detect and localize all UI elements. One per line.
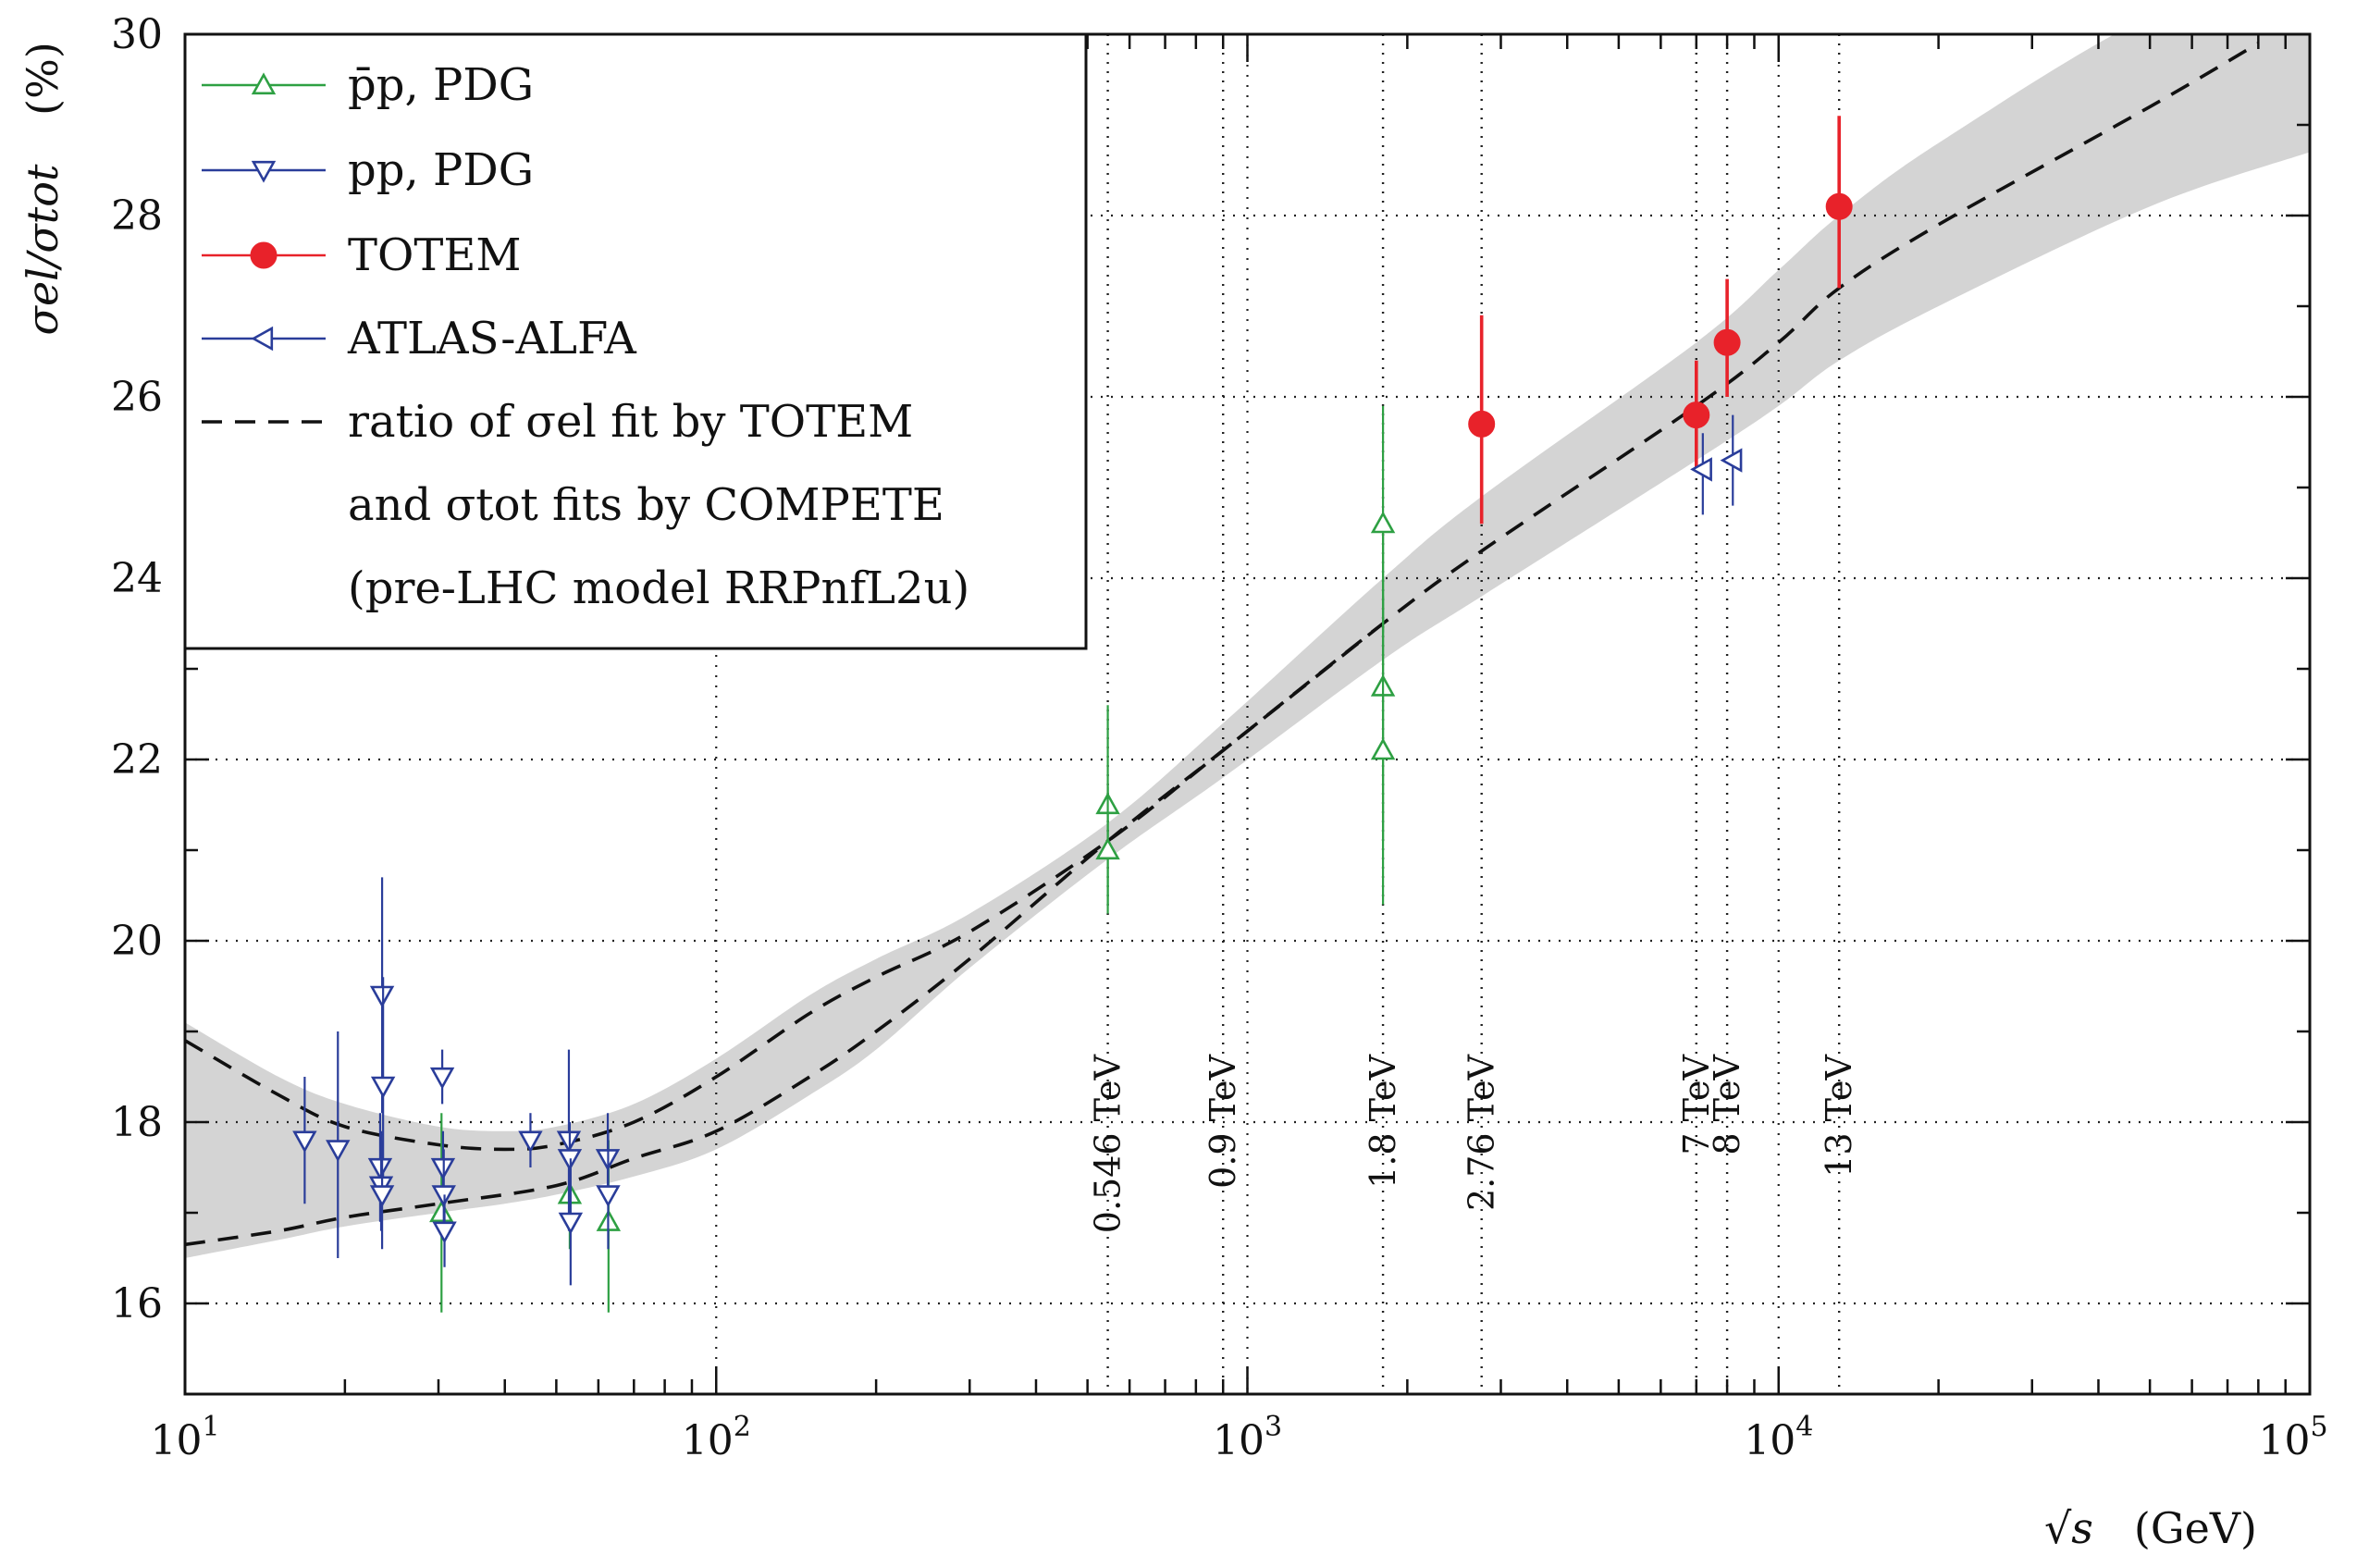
y-tick-label: 18 <box>111 1099 163 1146</box>
x-tick-label: 103 <box>1213 1411 1282 1464</box>
data-point <box>251 326 274 352</box>
data-point <box>429 1067 455 1090</box>
data-point <box>369 1185 395 1208</box>
data-point <box>1468 410 1496 438</box>
legend-label: ratio of σel fit by TOTEM <box>348 396 913 448</box>
x-tick-label: 102 <box>682 1411 751 1464</box>
data-point <box>518 1130 543 1154</box>
x-tick-label: 104 <box>1744 1411 1813 1464</box>
energy-label: 0.546 TeV <box>1088 1054 1129 1233</box>
data-point <box>251 72 277 95</box>
data-point <box>370 1076 396 1099</box>
data-point <box>1370 737 1396 760</box>
y-tick-label: 16 <box>111 1280 163 1327</box>
axes: 16 18 20 22 24 26 28 30 101 102 103 104 105 <box>111 11 2328 1464</box>
y-tick-label: 24 <box>111 555 163 602</box>
data-point <box>250 241 278 269</box>
legend-label: pp, PDG <box>348 144 534 196</box>
data-point <box>1683 401 1710 429</box>
data-point <box>1370 511 1396 534</box>
fit-curve-ppbar_branch <box>185 622 1385 1247</box>
x-tick-label: 101 <box>150 1411 219 1464</box>
energy-label: 1.8 TeV <box>1363 1054 1403 1188</box>
y-axis-unit: (%) <box>18 42 68 116</box>
data-point <box>1825 192 1853 220</box>
energy-label: 13 TeV <box>1819 1054 1859 1177</box>
data-point <box>326 1140 351 1163</box>
y-tick-label: 20 <box>111 918 163 965</box>
data-point <box>1690 457 1712 482</box>
data-point <box>429 1200 454 1223</box>
data-point <box>432 1221 457 1244</box>
data-point <box>1095 837 1120 860</box>
legend: p̄p, PDG pp, PDG TOTEM ATLAS-ALFA ratio of σ… <box>183 32 1088 650</box>
energy-label: 8 TeV <box>1707 1054 1747 1154</box>
x-axis-title: √s (GeV) <box>2044 1503 2257 1553</box>
data-point <box>558 1212 584 1235</box>
legend-label: (pre-LHC model RRPnfL2u) <box>348 562 969 614</box>
legend-label: and σtot fits by COMPETE <box>348 479 944 531</box>
data-point <box>1720 448 1743 473</box>
energy-label: 0.9 TeV <box>1203 1054 1243 1188</box>
axis-titles: √s (GeV) σel/σtot (%) <box>18 42 2257 1553</box>
y-tick-label: 30 <box>111 11 163 58</box>
legend-label: TOTEM <box>348 229 522 281</box>
data-points <box>292 116 1853 1313</box>
y-tick-label: 28 <box>111 192 163 240</box>
data-point <box>292 1130 317 1154</box>
energy-label: 7 TeV <box>1676 1054 1717 1154</box>
y-axis-title: σel/σtot <box>18 164 68 335</box>
x-tick-label: 105 <box>2258 1411 2327 1464</box>
data-point <box>1713 328 1741 356</box>
y-tick-label: 22 <box>111 736 163 784</box>
energy-label: 2.76 TeV <box>1462 1054 1502 1211</box>
data-point <box>251 160 277 183</box>
legend-label: p̄p, PDG <box>348 59 534 111</box>
legend-box <box>183 32 1088 650</box>
legend-label: ATLAS-ALFA <box>347 313 637 364</box>
y-tick-label: 26 <box>111 374 163 421</box>
data-point <box>596 1185 621 1208</box>
